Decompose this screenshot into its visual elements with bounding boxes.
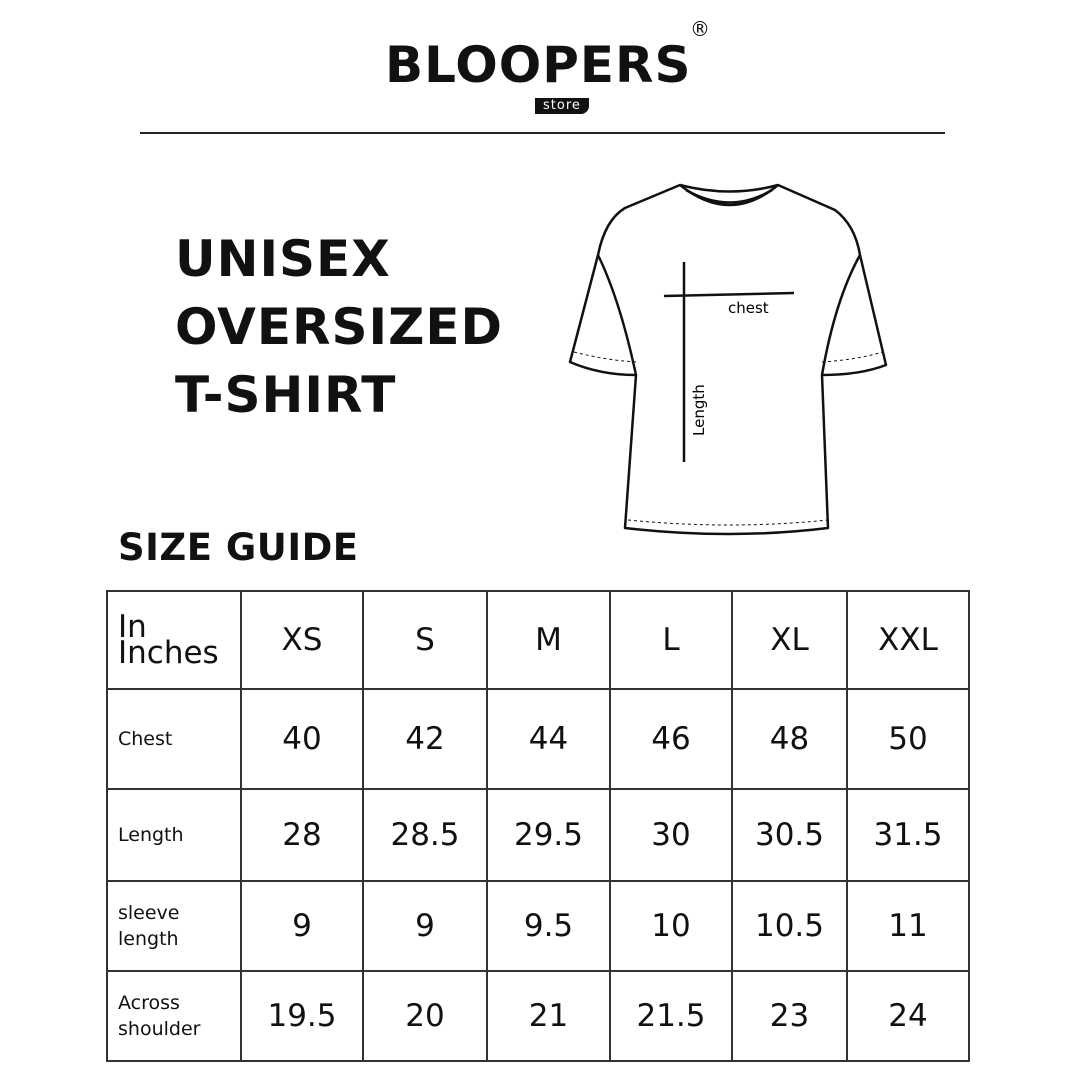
size-header: S	[362, 590, 488, 690]
cell: 50	[846, 688, 970, 790]
cell: 9	[362, 880, 488, 972]
row-label: sleeve length	[106, 880, 242, 972]
tshirt-diagram: chest Length	[568, 183, 888, 536]
title-line: T-SHIRT	[175, 366, 397, 424]
registered-mark: ®	[690, 17, 710, 41]
cell: 10	[609, 880, 733, 972]
cell: 46	[609, 688, 733, 790]
size-header: L	[609, 590, 733, 690]
cell: 10.5	[731, 880, 848, 972]
brand-logo: BLOOPERS store ®	[385, 18, 715, 118]
cell: 44	[486, 688, 611, 790]
header-divider	[140, 132, 945, 134]
cell: 19.5	[240, 970, 364, 1062]
chest-measure-line	[663, 291, 795, 298]
title-line: UNISEX	[175, 230, 391, 288]
cell: 42	[362, 688, 488, 790]
cell: 30	[609, 788, 733, 882]
cell: 40	[240, 688, 364, 790]
cell: 20	[362, 970, 488, 1062]
table-row: Length 28 28.5 29.5 30 30.5 31.5	[106, 788, 970, 882]
cell: 21.5	[609, 970, 733, 1062]
logo-store-tag: store	[535, 98, 589, 114]
cell: 28	[240, 788, 364, 882]
table-row: Chest 40 42 44 46 48 50	[106, 688, 970, 790]
size-table: In Inches XS S M L XL XXL Chest 40 42 44…	[106, 590, 970, 1062]
cell: 21	[486, 970, 611, 1062]
cell: 29.5	[486, 788, 611, 882]
cell: 48	[731, 688, 848, 790]
size-header: XL	[731, 590, 848, 690]
cell: 11	[846, 880, 970, 972]
cell: 9.5	[486, 880, 611, 972]
cell: 23	[731, 970, 848, 1062]
length-label: Length	[690, 384, 708, 436]
logo-brand-text: BLOOPERS	[385, 36, 692, 94]
row-label: Across shoulder	[106, 970, 242, 1062]
size-header: XXL	[846, 590, 970, 690]
cell: 9	[240, 880, 364, 972]
cell: 31.5	[846, 788, 970, 882]
size-guide-heading: SIZE GUIDE	[118, 526, 359, 569]
cell: 24	[846, 970, 970, 1062]
size-header: M	[486, 590, 611, 690]
row-label: Chest	[106, 688, 242, 790]
row-label: Length	[106, 788, 242, 882]
size-header: XS	[240, 590, 364, 690]
title-line: OVERSIZED	[175, 298, 504, 356]
chest-label: chest	[728, 299, 769, 317]
cell: 28.5	[362, 788, 488, 882]
corner-cell: In Inches	[106, 590, 242, 690]
table-row: Across shoulder 19.5 20 21 21.5 23 24	[106, 970, 970, 1062]
table-row: sleeve length 9 9 9.5 10 10.5 11	[106, 880, 970, 972]
table-header-row: In Inches XS S M L XL XXL	[106, 590, 970, 690]
cell: 30.5	[731, 788, 848, 882]
product-title: UNISEX OVERSIZED T-SHIRT	[175, 225, 503, 429]
